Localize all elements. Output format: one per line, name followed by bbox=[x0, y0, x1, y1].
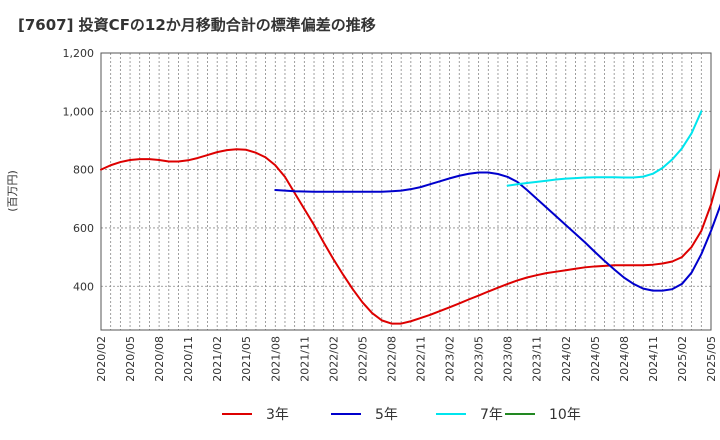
y-tick-label: 800 bbox=[73, 164, 94, 177]
x-tick-label: 2022/02 bbox=[327, 336, 340, 382]
x-tick-label: 2021/11 bbox=[298, 336, 311, 382]
y-tick-label: 1,200 bbox=[63, 47, 95, 60]
x-tick-label: 2023/02 bbox=[444, 336, 457, 382]
y-axis-label: (百万円) bbox=[6, 170, 19, 212]
x-tick-label: 2020/02 bbox=[95, 336, 108, 382]
x-tick-label: 2022/05 bbox=[356, 336, 369, 382]
x-tick-label: 2020/11 bbox=[182, 336, 195, 382]
chart-title: [7607] 投資CFの12か月移動合計の標準偏差の推移 bbox=[18, 16, 376, 34]
x-tick-label: 2020/05 bbox=[124, 336, 137, 382]
plot-area bbox=[101, 53, 711, 330]
x-tick-label: 2023/08 bbox=[502, 336, 515, 382]
x-tick-label: 2022/08 bbox=[385, 336, 398, 382]
y-tick-label: 600 bbox=[73, 222, 94, 235]
x-tick-label: 2021/08 bbox=[269, 336, 282, 382]
x-tick-label: 2020/08 bbox=[153, 336, 166, 382]
plot-border bbox=[100, 52, 712, 331]
y-tick-label: 1,000 bbox=[63, 105, 95, 118]
x-tick-label: 2025/05 bbox=[705, 336, 718, 382]
x-tick-label: 2023/05 bbox=[473, 336, 486, 382]
x-tick-label: 2021/02 bbox=[211, 336, 224, 382]
x-tick-label: 2021/05 bbox=[240, 336, 253, 382]
legend-label: 10年 bbox=[549, 407, 581, 423]
legend-label: 7年 bbox=[480, 407, 503, 423]
legend-label: 3年 bbox=[266, 407, 289, 423]
series-line-1 bbox=[100, 148, 720, 325]
x-tick-label: 2024/11 bbox=[647, 336, 660, 382]
y-tick-label: 400 bbox=[73, 280, 94, 293]
x-tick-label: 2025/02 bbox=[676, 336, 689, 382]
x-tick-label: 2024/05 bbox=[589, 336, 602, 382]
legend-label: 5年 bbox=[375, 407, 398, 423]
x-tick-label: 2023/11 bbox=[531, 336, 544, 382]
x-tick-label: 2024/08 bbox=[618, 336, 631, 382]
x-tick-label: 2022/11 bbox=[415, 336, 428, 382]
series-line-2 bbox=[274, 171, 720, 292]
x-tick-label: 2024/02 bbox=[560, 336, 573, 382]
series-line-3 bbox=[506, 110, 703, 187]
